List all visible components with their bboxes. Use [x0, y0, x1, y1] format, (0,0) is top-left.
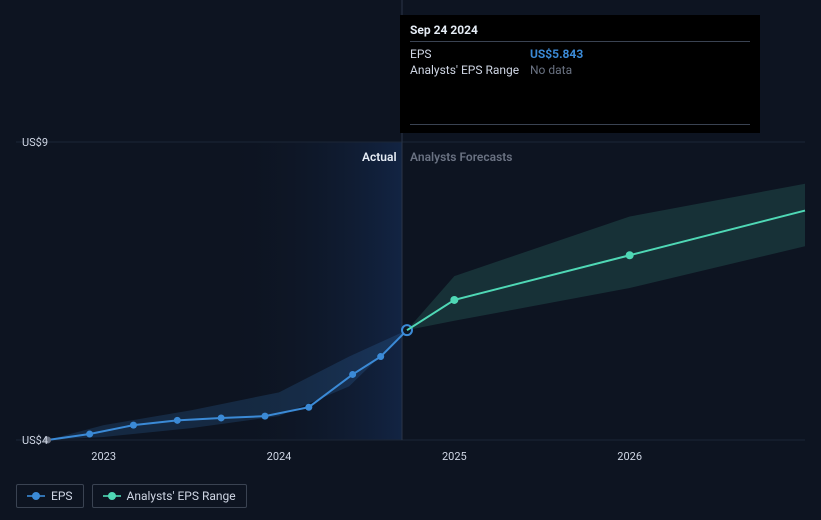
tooltip-row-range: Analysts' EPS Range No data: [410, 62, 750, 78]
tooltip-value: No data: [530, 63, 572, 77]
tooltip-label: Analysts' EPS Range: [410, 63, 530, 77]
legend-item-eps[interactable]: EPS: [16, 484, 84, 508]
legend-dot-icon: [27, 492, 45, 500]
region-label-actual: Actual: [362, 150, 397, 164]
tooltip-label: EPS: [410, 47, 530, 61]
y-axis-tick-label: US$9: [22, 136, 48, 149]
eps-forecast-chart: Sep 24 2024 EPS US$5.843 Analysts' EPS R…: [0, 0, 821, 520]
legend-label: Analysts' EPS Range: [127, 489, 236, 503]
tooltip-spacer: [410, 78, 750, 125]
x-axis-tick-label: 2026: [617, 450, 642, 463]
x-axis-tick-label: 2025: [442, 450, 467, 463]
legend-item-range[interactable]: Analysts' EPS Range: [92, 484, 247, 508]
tooltip-row-eps: EPS US$5.843: [410, 46, 750, 62]
chart-tooltip: Sep 24 2024 EPS US$5.843 Analysts' EPS R…: [400, 15, 760, 133]
tooltip-value: US$5.843: [530, 47, 583, 61]
chart-legend: EPS Analysts' EPS Range: [16, 484, 247, 508]
tooltip-date: Sep 24 2024: [410, 23, 750, 42]
legend-dot-icon: [103, 492, 121, 500]
x-axis-tick-label: 2024: [267, 450, 292, 463]
region-label-forecast: Analysts Forecasts: [410, 150, 512, 164]
x-axis-tick-label: 2023: [91, 450, 116, 463]
y-axis-tick-label: US$4: [22, 434, 48, 447]
legend-label: EPS: [51, 489, 73, 503]
